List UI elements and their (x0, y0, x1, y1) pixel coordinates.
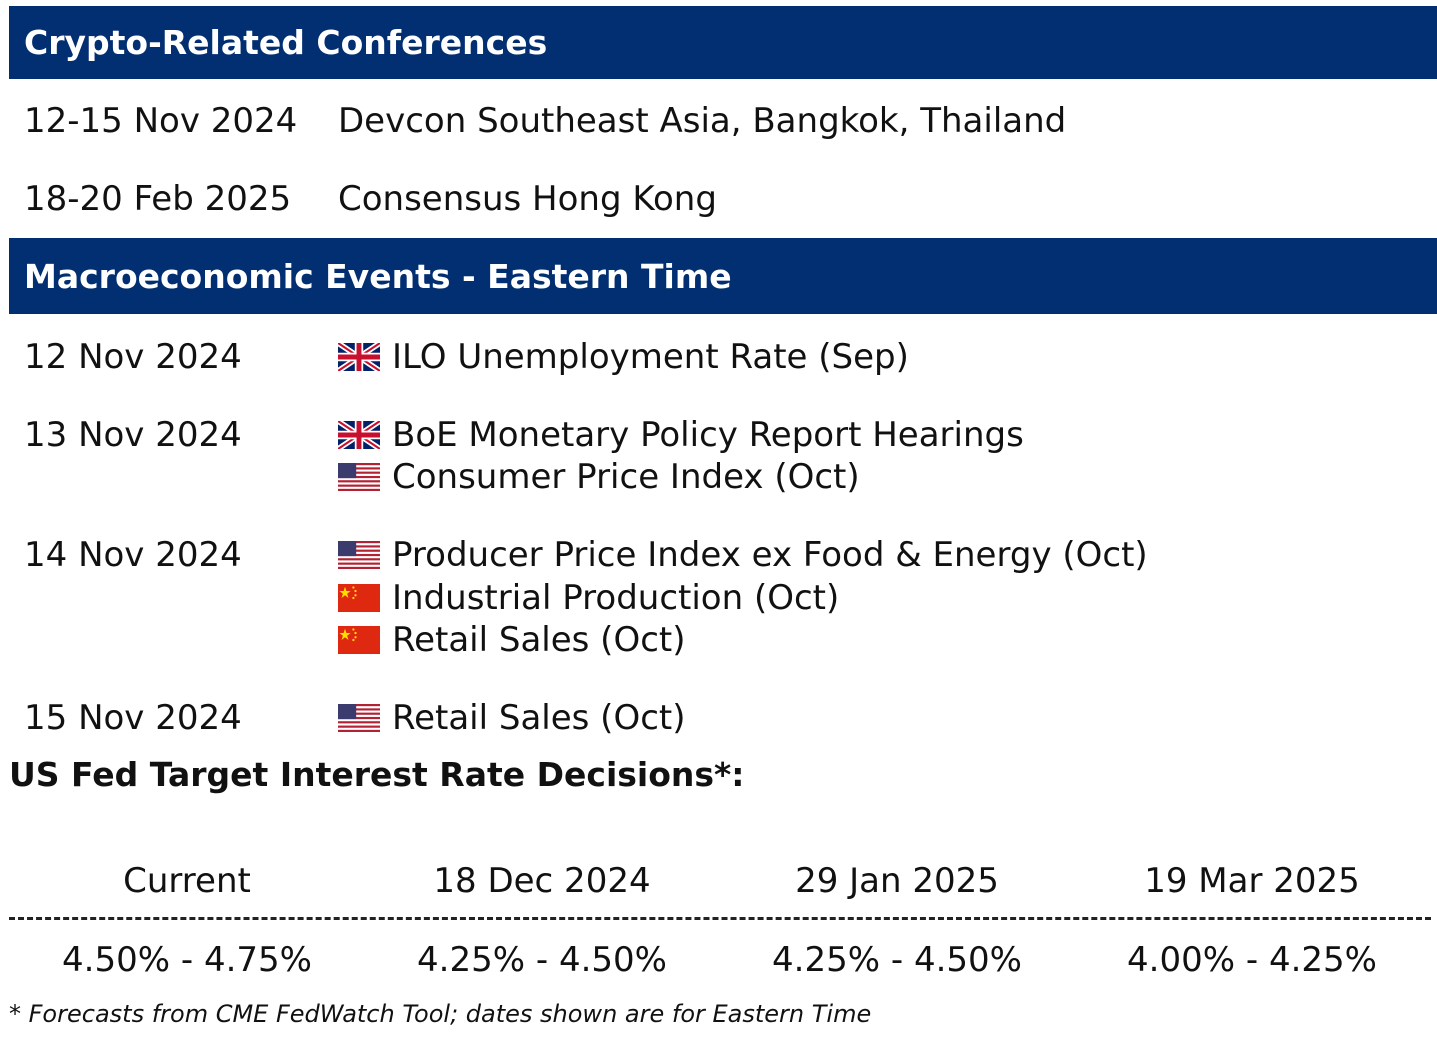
macro-header: Macroeconomic Events - Eastern Time (9, 238, 1437, 314)
event-item: BoE Monetary Policy Report Hearings (338, 414, 1024, 456)
fed-rate-value: 4.50% - 4.75% (62, 940, 312, 980)
event-label: ILO Unemployment Rate (Sep) (392, 337, 909, 377)
macro-title: Macroeconomic Events - Eastern Time (24, 256, 732, 296)
dashed-divider (9, 917, 1431, 920)
event-label: BoE Monetary Policy Report Hearings (392, 415, 1024, 455)
event-label: Retail Sales (Oct) (392, 698, 686, 738)
uk-flag-icon (338, 343, 380, 371)
event-label: Industrial Production (Oct) (392, 578, 840, 618)
event-item: Retail Sales (Oct) (338, 619, 686, 661)
event-item: ILO Unemployment Rate (Sep) (338, 336, 909, 378)
fed-column-header: 18 Dec 2024 (433, 861, 651, 901)
event-item: Retail Sales (Oct) (338, 697, 686, 739)
event-label: Consumer Price Index (Oct) (392, 457, 860, 497)
event-item: Industrial Production (Oct) (338, 577, 839, 619)
event-date: 14 Nov 2024 (24, 535, 242, 575)
fed-rate-value: 4.00% - 4.25% (1127, 940, 1377, 980)
event-item: Consumer Price Index (Oct) (338, 456, 860, 498)
us-flag-icon (338, 541, 380, 569)
footnote: * Forecasts from CME FedWatch Tool; date… (9, 1000, 872, 1028)
fed-column-header: 29 Jan 2025 (795, 861, 999, 901)
conference-date: 12-15 Nov 2024 (24, 101, 298, 141)
fed-rate-value: 4.25% - 4.50% (772, 940, 1022, 980)
event-date: 12 Nov 2024 (24, 337, 242, 377)
event-label: Producer Price Index ex Food & Energy (O… (392, 535, 1148, 575)
fed-column-header: Current (123, 861, 251, 901)
conferences-header: Crypto-Related Conferences (9, 6, 1437, 79)
event-date: 15 Nov 2024 (24, 698, 242, 738)
uk-flag-icon (338, 421, 380, 449)
event-label: Retail Sales (Oct) (392, 620, 686, 660)
cn-flag-icon (338, 584, 380, 612)
conference-name: Devcon Southeast Asia, Bangkok, Thailand (338, 101, 1067, 141)
event-item: Producer Price Index ex Food & Energy (O… (338, 534, 1148, 576)
conference-date: 18-20 Feb 2025 (24, 179, 292, 219)
fed-column-header: 19 Mar 2025 (1144, 861, 1360, 901)
conferences-title: Crypto-Related Conferences (24, 23, 548, 62)
conference-name: Consensus Hong Kong (338, 179, 717, 219)
fed-title: US Fed Target Interest Rate Decisions*: (9, 755, 745, 794)
fed-rate-value: 4.25% - 4.50% (417, 940, 667, 980)
event-date: 13 Nov 2024 (24, 415, 242, 455)
cn-flag-icon (338, 626, 380, 654)
us-flag-icon (338, 704, 380, 732)
us-flag-icon (338, 463, 380, 491)
